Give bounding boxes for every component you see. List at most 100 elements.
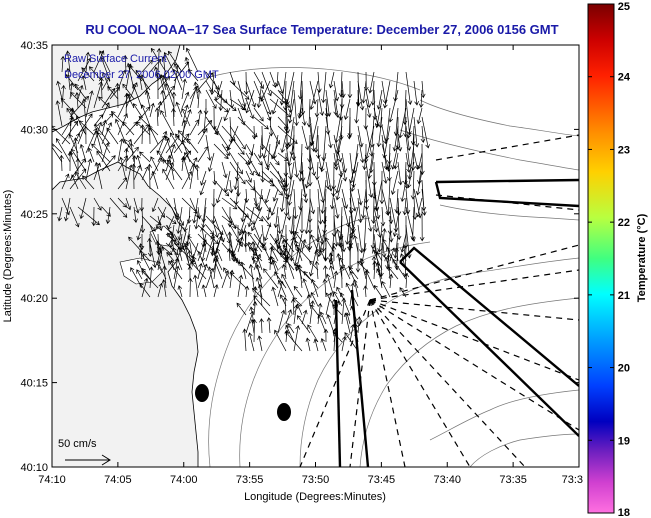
current-vector-arrow: [406, 161, 415, 189]
current-vector-arrow: [242, 230, 248, 253]
current-vector-arrow: [347, 80, 353, 99]
y-tick-label: 40:35: [20, 40, 48, 52]
current-vector-arrow: [253, 107, 264, 122]
current-vector-arrow: [293, 152, 300, 178]
current-vector-arrow: [167, 50, 183, 73]
current-vector-arrow: [238, 224, 247, 246]
current-vector-arrow: [197, 250, 207, 271]
current-vector-arrow: [380, 206, 386, 227]
current-vector-arrow: [349, 282, 356, 307]
current-vector-arrow: [359, 257, 367, 280]
current-vector-arrow: [357, 224, 364, 254]
current-vector-arrow: [309, 152, 317, 177]
current-vector-arrow: [309, 125, 315, 146]
current-vector-arrow: [352, 278, 359, 298]
current-vector-arrow: [110, 111, 127, 127]
current-vector-arrow: [177, 224, 183, 241]
current-vector-arrow: [85, 158, 93, 181]
current-vector-arrow: [333, 134, 343, 168]
current-vector-arrow: [189, 119, 200, 136]
current-vector-arrow: [56, 80, 63, 100]
current-vector-arrow: [349, 323, 356, 343]
current-vector-arrow: [307, 324, 319, 343]
current-vector-arrow: [169, 132, 183, 154]
current-vector-arrow: [211, 197, 216, 224]
current-vector-arrow: [229, 134, 245, 156]
current-vector-arrow: [402, 197, 408, 216]
current-vector-arrow: [189, 162, 197, 190]
current-vector-arrow: [85, 51, 91, 73]
current-vector-arrow: [197, 109, 203, 127]
current-vector-arrow: [148, 266, 154, 289]
current-vector-arrow: [326, 314, 335, 334]
current-vector-arrow: [149, 102, 155, 118]
current-vector-arrow: [240, 197, 247, 223]
current-vector-arrow: [71, 174, 79, 190]
current-vector-arrow: [309, 197, 316, 215]
current-vector-arrow: [85, 90, 94, 118]
current-vector-arrow: [253, 295, 271, 316]
current-vector-arrow: [284, 197, 289, 217]
current-vector-arrow: [83, 125, 89, 145]
current-vector-arrow: [69, 206, 80, 228]
current-vector-arrow: [332, 304, 343, 316]
current-vector-arrow: [129, 142, 135, 163]
current-vector-arrow: [252, 287, 271, 307]
current-vector-arrow: [399, 287, 407, 298]
current-vector-arrow: [293, 285, 303, 298]
x-tick-label: 73:3: [562, 474, 583, 486]
current-vector-arrow: [338, 71, 344, 98]
current-vector-arrow: [65, 50, 71, 73]
current-vector-arrow: [173, 61, 190, 82]
current-vector-arrow: [181, 78, 187, 100]
x-axis-label: Longitude (Degrees:Minutes): [244, 491, 386, 503]
current-vector-arrow: [344, 215, 351, 245]
current-vector-arrow: [389, 197, 399, 233]
current-vector-arrow: [381, 280, 391, 298]
current-vector-arrow: [213, 89, 228, 104]
current-vector-arrow: [404, 272, 410, 289]
current-vector-arrow: [341, 297, 347, 325]
current-vector-arrow: [139, 250, 151, 271]
x-tick-label: 73:45: [368, 474, 396, 486]
scale-label: 50 cm/s: [58, 438, 97, 450]
current-vector-arrow: [285, 331, 303, 352]
current-vector-arrow: [420, 125, 426, 143]
current-vector-arrow: [270, 197, 279, 216]
current-vector-arrow: [322, 242, 328, 262]
current-vector-arrow: [257, 335, 263, 352]
current-vector-arrow: [400, 179, 407, 203]
current-vector-arrow: [215, 247, 223, 262]
current-vector-arrow: [91, 206, 97, 227]
current-vector-arrow: [417, 152, 423, 170]
current-vector-arrow: [245, 161, 254, 176]
current-vector-arrow: [177, 285, 183, 298]
current-vector-arrow: [293, 89, 299, 127]
current-vector-arrow: [218, 89, 224, 112]
current-vector-arrow: [77, 113, 93, 136]
current-vector-arrow: [184, 246, 191, 271]
map-title: RU COOL NOAA−17 Sea Surface Temperature:…: [85, 22, 559, 37]
current-vector-arrow: [141, 59, 153, 73]
current-vector-arrow: [205, 267, 215, 289]
current-vector-arrow: [193, 274, 199, 298]
current-vector-arrow: [314, 249, 320, 262]
current-vector-arrow: [349, 206, 356, 232]
current-vector-arrow: [271, 143, 279, 160]
current-vector-arrow: [247, 332, 255, 352]
current-vector-arrow: [319, 249, 327, 262]
current-vector-arrow: [284, 125, 290, 147]
current-vector-arrow: [200, 170, 207, 186]
current-vector-arrow: [339, 89, 345, 109]
current-vector-arrow: [205, 224, 215, 236]
current-vector-arrow: [132, 83, 143, 109]
current-vector-arrow: [98, 76, 104, 100]
current-vector-arrow: [52, 142, 63, 154]
current-vector-arrow: [187, 265, 193, 279]
current-vector-arrow: [197, 127, 208, 145]
current-vector-arrow: [229, 80, 250, 100]
current-vector-arrow: [236, 179, 241, 197]
current-vector-arrow: [362, 152, 368, 171]
current-vector-arrow: [101, 155, 116, 172]
x-tick-label: 74:00: [170, 474, 198, 486]
